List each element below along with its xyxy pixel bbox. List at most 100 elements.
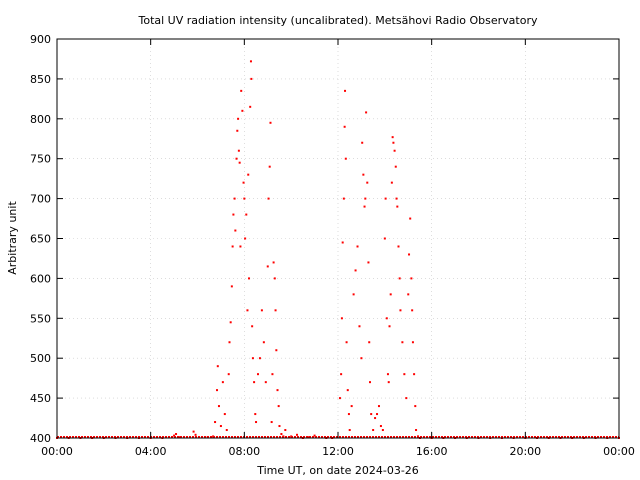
data-point [227,373,230,376]
data-point [228,341,231,344]
data-point [398,277,401,280]
data-point [392,141,395,144]
y-tick-label: 600 [30,272,51,285]
data-point [173,434,176,437]
data-point [237,117,240,120]
data-point [350,405,353,408]
data-point [391,136,394,139]
data-point [403,373,406,376]
data-point [401,341,404,344]
data-point [405,397,408,400]
data-point [307,436,310,439]
data-point [258,357,261,360]
data-point [342,197,345,200]
data-point [374,417,377,420]
x-tick-label: 16:00 [416,445,448,458]
data-point [277,405,280,408]
y-tick-label: 700 [30,193,51,206]
x-tick-label: 20:00 [509,445,541,458]
data-point [396,205,399,208]
data-point [344,89,347,92]
data-point [393,149,396,152]
data-point [363,205,366,208]
y-tick-label: 400 [30,432,51,445]
x-tick-label: 00:00 [603,445,635,458]
data-point [225,429,228,432]
data-point [249,105,252,108]
data-point [232,213,235,216]
data-point [389,293,392,296]
y-tick-label: 850 [30,73,51,86]
data-point [356,245,359,248]
data-point [253,381,256,384]
data-point [296,433,299,436]
data-point [249,60,252,63]
data-point [388,325,391,328]
data-point [251,325,254,328]
data-point [346,389,349,392]
data-point [407,293,410,296]
data-point [271,373,274,376]
data-point [216,365,219,368]
data-point [251,357,254,360]
data-point [238,161,241,164]
data-point [386,373,389,376]
data-point [235,157,238,160]
data-point [340,317,343,320]
y-tick-label: 550 [30,312,51,325]
data-point [370,413,373,416]
data-point [221,381,224,384]
data-point [240,89,243,92]
data-point [243,197,246,200]
data-point [239,245,242,248]
data-point [236,129,239,132]
y-tick-label: 750 [30,153,51,166]
data-points [56,60,620,439]
data-point [274,309,277,312]
data-point [247,173,250,176]
chart-title: Total UV radiation intensity (uncalibrat… [138,14,538,27]
data-point [345,341,348,344]
data-point [255,421,258,424]
data-point [219,425,222,428]
data-point [409,217,412,220]
data-point [175,433,178,436]
data-point [411,309,414,312]
data-point [384,197,387,200]
data-point [234,229,237,232]
data-point [270,421,273,424]
data-point [245,213,248,216]
data-point [415,429,418,432]
data-point [313,434,316,437]
y-tick-label: 450 [30,392,51,405]
data-point [340,373,343,376]
data-point [269,121,272,124]
data-point [178,436,181,439]
data-point [223,413,226,416]
data-point [214,421,217,424]
grid-lines [57,39,619,438]
data-point [237,149,240,152]
data-point [354,269,357,272]
data-point [358,325,361,328]
data-point [344,157,347,160]
data-point [230,285,233,288]
data-point [385,317,388,320]
data-point [194,433,197,436]
data-point [278,425,281,428]
x-tick-label: 04:00 [135,445,167,458]
data-point [362,173,365,176]
data-point [244,237,247,240]
data-point [414,405,417,408]
x-tick-label: 00:00 [41,445,73,458]
y-tick-label: 500 [30,352,51,365]
data-point [381,429,384,432]
data-point [338,397,341,400]
data-point [256,373,259,376]
x-tick-label: 08:00 [228,445,260,458]
data-point [397,245,400,248]
x-axis-label: Time UT, on date 2024-03-26 [256,464,419,477]
data-point [275,349,278,352]
data-point [343,125,346,128]
